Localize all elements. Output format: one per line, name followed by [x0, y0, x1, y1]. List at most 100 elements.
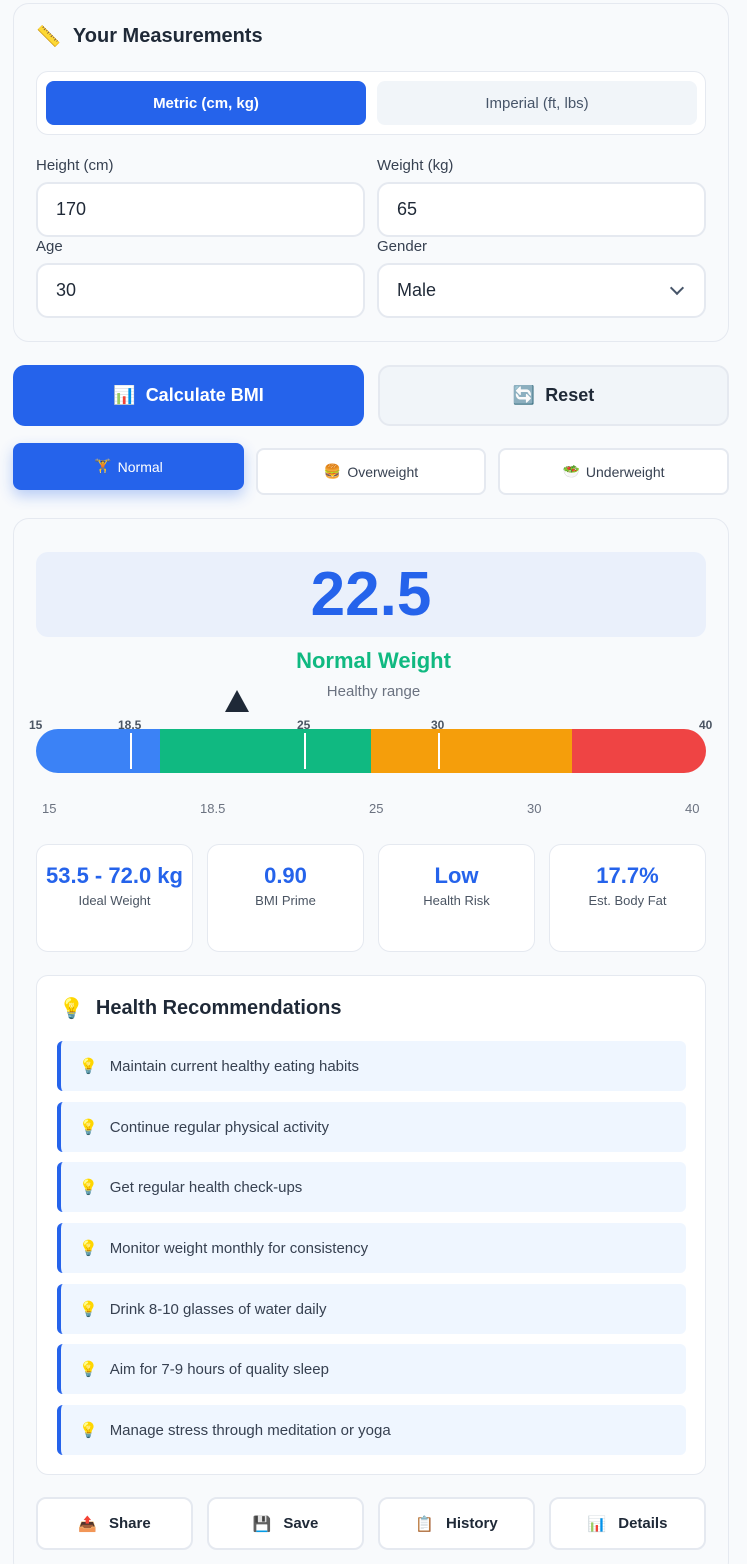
scale-tick: [130, 733, 132, 769]
floppy-disk-icon: 💾: [252, 1514, 272, 1533]
bmi-category-subtitle: Healthy range: [326, 683, 421, 700]
measurements-header: 📏 Your Measurements: [36, 24, 263, 48]
unit-toggle: Metric (cm, kg) Imperial (ft, lbs): [36, 71, 706, 135]
stat-label: Health Risk: [423, 893, 490, 908]
recommendations-panel: 💡 Health Recommendations 💡 Maintain curr…: [36, 975, 706, 1475]
recommendations-header: 💡 Health Recommendations: [59, 996, 342, 1020]
stat-value: 17.7%: [596, 863, 659, 888]
imperial-unit-button[interactable]: Imperial (ft, lbs): [377, 81, 697, 125]
weight-value: 65: [397, 199, 418, 219]
gender-select[interactable]: Male: [377, 263, 706, 318]
stat-value: 0.90: [264, 863, 307, 888]
lightbulb-icon: 💡: [79, 1421, 98, 1439]
ruler-icon: 📏: [36, 24, 61, 48]
scale-bottom-label: 18.5: [200, 801, 226, 816]
scale-bottom-label: 30: [527, 801, 542, 816]
details-label: Details: [618, 1515, 668, 1532]
lightbulb-icon: 💡: [59, 996, 84, 1020]
metric-unit-button[interactable]: Metric (cm, kg): [46, 81, 366, 125]
outbox-icon: 📤: [78, 1514, 97, 1533]
stat-bmi-prime: 0.90 BMI Prime: [207, 844, 364, 952]
recommendation-item: 💡 Drink 8-10 glasses of water daily: [57, 1284, 686, 1334]
age-label: Age: [36, 238, 63, 255]
stat-label: BMI Prime: [255, 893, 316, 908]
scale-bottom-label: 15: [42, 801, 57, 816]
preset-normal-label: Normal: [117, 458, 163, 475]
lightbulb-icon: 💡: [79, 1300, 98, 1318]
stat-label: Est. Body Fat: [588, 893, 667, 908]
clipboard-icon: 📋: [415, 1514, 434, 1533]
details-button[interactable]: 📊 Details: [549, 1497, 706, 1550]
scale-segment-overweight: [371, 729, 572, 773]
preset-underweight-label: Underweight: [585, 463, 665, 480]
recommendation-item: 💡 Maintain current healthy eating habits: [57, 1041, 686, 1091]
recommendation-item: 💡 Continue regular physical activity: [57, 1102, 686, 1152]
scale-top-label: 25: [297, 718, 311, 732]
scale-bottom-label: 40: [685, 801, 700, 816]
scale-bottom-label: 25: [369, 801, 384, 816]
stat-ideal-weight: 53.5 - 72.0 kg Ideal Weight: [36, 844, 193, 952]
scale-segment-underweight: [36, 729, 160, 773]
stat-value: Low: [434, 863, 479, 888]
chart-icon: 📊: [113, 385, 136, 406]
share-button[interactable]: 📤 Share: [36, 1497, 193, 1550]
weightlifter-icon: 🏋: [94, 458, 112, 475]
gender-value: Male: [397, 280, 437, 300]
lightbulb-icon: 💡: [79, 1239, 98, 1257]
age-input[interactable]: 30: [36, 263, 365, 318]
burger-icon: 🍔: [323, 463, 342, 480]
recommendation-text: Manage stress through meditation or yoga: [109, 1421, 391, 1439]
preset-normal-button[interactable]: 🏋 Normal: [13, 443, 244, 490]
recommendation-text: Maintain current healthy eating habits: [109, 1057, 360, 1075]
measurements-title: Your Measurements: [72, 24, 263, 47]
height-input[interactable]: 170: [36, 182, 365, 237]
lightbulb-icon: 💡: [79, 1360, 98, 1378]
weight-label: Weight (kg): [377, 157, 454, 174]
bmi-scale-bar: [36, 729, 706, 773]
scale-top-label: 18.5: [118, 718, 142, 732]
lightbulb-icon: 💡: [79, 1057, 98, 1075]
save-label: Save: [283, 1515, 319, 1532]
reset-button[interactable]: 🔄 Reset: [378, 365, 729, 426]
recommendation-text: Get regular health check-ups: [109, 1178, 303, 1196]
recommendation-item: 💡 Get regular health check-ups: [57, 1162, 686, 1212]
bmi-value: 22.5: [310, 560, 432, 629]
recommendations-title: Health Recommendations: [95, 996, 342, 1019]
height-label: Height (cm): [36, 157, 114, 174]
lightbulb-icon: 💡: [79, 1118, 98, 1136]
stat-label: Ideal Weight: [78, 893, 151, 908]
recommendation-text: Drink 8-10 glasses of water daily: [109, 1300, 327, 1318]
stat-health-risk: Low Health Risk: [378, 844, 535, 952]
bmi-pointer-icon: [225, 690, 249, 712]
height-value: 170: [56, 199, 87, 219]
scale-top-label: 30: [431, 718, 445, 732]
preset-overweight-label: Overweight: [347, 463, 419, 480]
reset-label: Reset: [545, 385, 595, 405]
recommendation-item: 💡 Manage stress through meditation or yo…: [57, 1405, 686, 1455]
weight-input[interactable]: 65: [377, 182, 706, 237]
history-label: History: [446, 1515, 498, 1532]
lightbulb-icon: 💡: [79, 1178, 98, 1196]
age-value: 30: [56, 280, 77, 300]
stat-body-fat: 17.7% Est. Body Fat: [549, 844, 706, 952]
calculate-bmi-label: Calculate BMI: [145, 385, 264, 405]
gender-label: Gender: [377, 238, 428, 255]
bmi-category: Normal Weight: [296, 648, 451, 673]
calculate-bmi-button[interactable]: 📊 Calculate BMI: [13, 365, 364, 426]
recommendation-text: Continue regular physical activity: [109, 1118, 329, 1136]
salad-icon: 🥗: [562, 463, 580, 480]
scale-segment-normal: [160, 729, 371, 773]
save-button[interactable]: 💾 Save: [207, 1497, 364, 1550]
recommendation-text: Aim for 7-9 hours of quality sleep: [109, 1360, 329, 1378]
recommendation-text: Monitor weight monthly for consistency: [109, 1239, 369, 1257]
chevron-down-icon: [669, 280, 685, 296]
preset-overweight-button[interactable]: 🍔 Overweight: [256, 448, 486, 495]
scale-top-label: 40: [699, 718, 713, 732]
scale-segment-obese: [572, 729, 706, 773]
preset-underweight-button[interactable]: 🥗 Underweight: [498, 448, 729, 495]
scale-tick: [438, 733, 440, 769]
refresh-icon: 🔄: [512, 385, 536, 406]
scale-tick: [304, 733, 306, 769]
share-label: Share: [108, 1515, 151, 1532]
history-button[interactable]: 📋 History: [378, 1497, 535, 1550]
